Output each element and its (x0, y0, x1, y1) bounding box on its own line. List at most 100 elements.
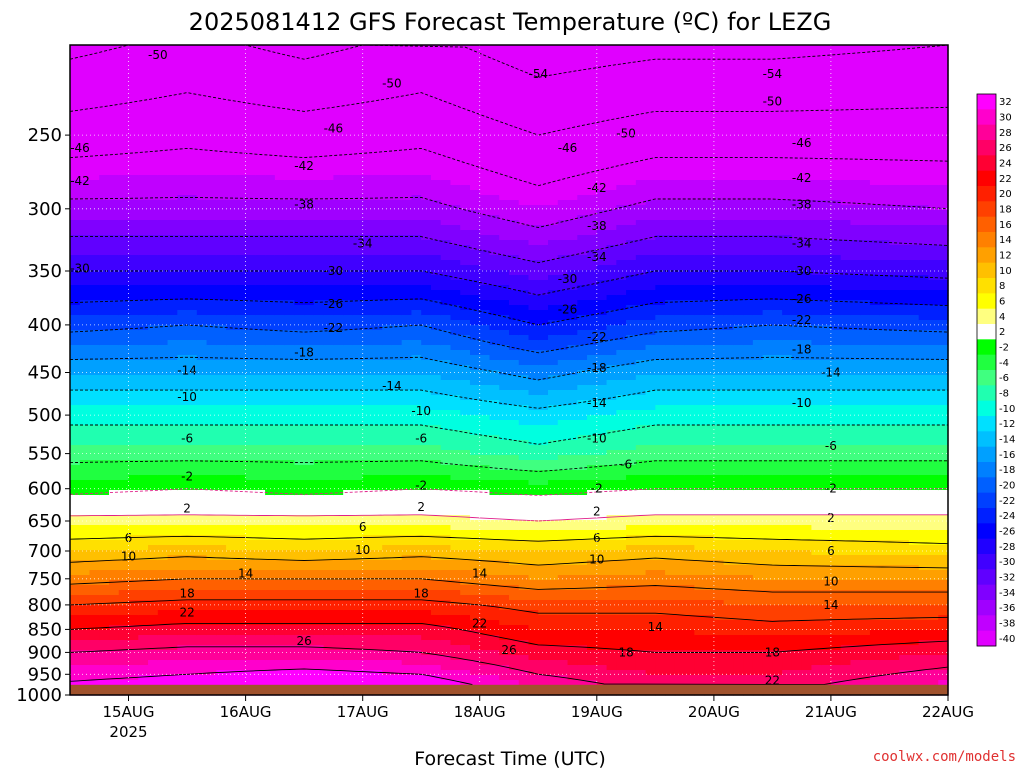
field-cell (216, 55, 227, 61)
field-cell (421, 585, 432, 591)
field-cell (284, 530, 295, 536)
field-cell (372, 435, 383, 441)
field-cell (216, 675, 227, 681)
field-cell (391, 95, 403, 101)
field-cell (304, 110, 315, 116)
field-cell (391, 440, 403, 446)
field-cell (206, 520, 217, 526)
field-cell (372, 160, 383, 166)
field-cell (430, 110, 442, 116)
field-cell (274, 465, 286, 471)
field-cell (138, 450, 149, 456)
field-cell (274, 470, 286, 476)
field-cell (255, 325, 266, 331)
field-cell (70, 180, 81, 186)
field-cell (411, 90, 422, 96)
field-cell (313, 620, 325, 626)
field-cell (382, 210, 393, 216)
field-cell (70, 210, 81, 216)
field-cell (245, 385, 256, 391)
field-cell (167, 500, 178, 506)
field-cell (352, 425, 364, 431)
field-cell (343, 305, 354, 311)
field-cell (323, 470, 334, 476)
field-cell (352, 285, 364, 291)
field-cell (79, 80, 91, 86)
field-cell (138, 645, 149, 651)
field-cell (138, 470, 149, 476)
field-cell (226, 490, 237, 496)
field-cell (99, 505, 110, 511)
field-cell (79, 180, 91, 186)
field-cell (323, 415, 334, 421)
field-cell (138, 675, 149, 681)
field-cell (177, 285, 188, 291)
field-cell (226, 595, 237, 601)
field-cell (196, 670, 208, 676)
field-cell (235, 445, 247, 451)
field-cell (206, 490, 217, 496)
field-cell (196, 405, 208, 411)
field-cell (109, 240, 120, 246)
field-cell (128, 85, 139, 91)
field-cell (70, 365, 81, 371)
field-cell (284, 550, 295, 556)
field-cell (333, 275, 344, 281)
field-cell (89, 610, 100, 616)
field-cell (148, 60, 159, 66)
field-cell (109, 525, 120, 531)
field-cell (362, 110, 374, 116)
field-cell (333, 515, 344, 521)
field-cell (284, 540, 295, 546)
field-cell (187, 250, 198, 256)
field-cell (421, 520, 432, 526)
field-cell (70, 290, 81, 296)
field-cell (245, 365, 256, 371)
field-cell (157, 635, 169, 641)
field-cell (411, 485, 422, 491)
field-cell (167, 430, 178, 436)
field-cell (118, 625, 130, 631)
field-cell (333, 660, 344, 666)
field-cell (235, 230, 247, 236)
field-cell (265, 330, 276, 336)
field-cell (99, 460, 110, 466)
field-cell (362, 235, 374, 241)
field-cell (284, 355, 295, 361)
field-cell (226, 385, 237, 391)
field-cell (430, 305, 442, 311)
field-cell (421, 545, 432, 551)
field-cell (255, 485, 266, 491)
field-cell (148, 70, 159, 76)
field-cell (99, 75, 110, 81)
field-cell (440, 85, 452, 91)
field-cell (352, 335, 364, 341)
field-cell (226, 585, 237, 591)
field-cell (284, 185, 295, 191)
field-cell (99, 270, 110, 276)
field-cell (382, 350, 393, 356)
field-cell (255, 620, 266, 626)
field-cell (206, 120, 217, 126)
field-cell (187, 110, 198, 116)
field-cell (157, 160, 169, 166)
field-cell (128, 565, 139, 571)
field-cell (148, 65, 159, 71)
field-cell (138, 155, 149, 161)
field-cell (99, 420, 110, 426)
field-cell (196, 515, 208, 521)
field-cell (148, 655, 159, 661)
field-cell (343, 135, 354, 141)
field-cell (294, 255, 305, 261)
field-cell (167, 60, 178, 66)
field-cell (430, 325, 442, 331)
field-cell (118, 515, 130, 521)
field-cell (99, 680, 110, 686)
field-cell (79, 115, 91, 121)
field-cell (216, 170, 227, 176)
field-cell (167, 665, 178, 671)
field-cell (411, 330, 422, 336)
field-cell (157, 450, 169, 456)
field-cell (177, 60, 188, 66)
field-cell (284, 665, 295, 671)
